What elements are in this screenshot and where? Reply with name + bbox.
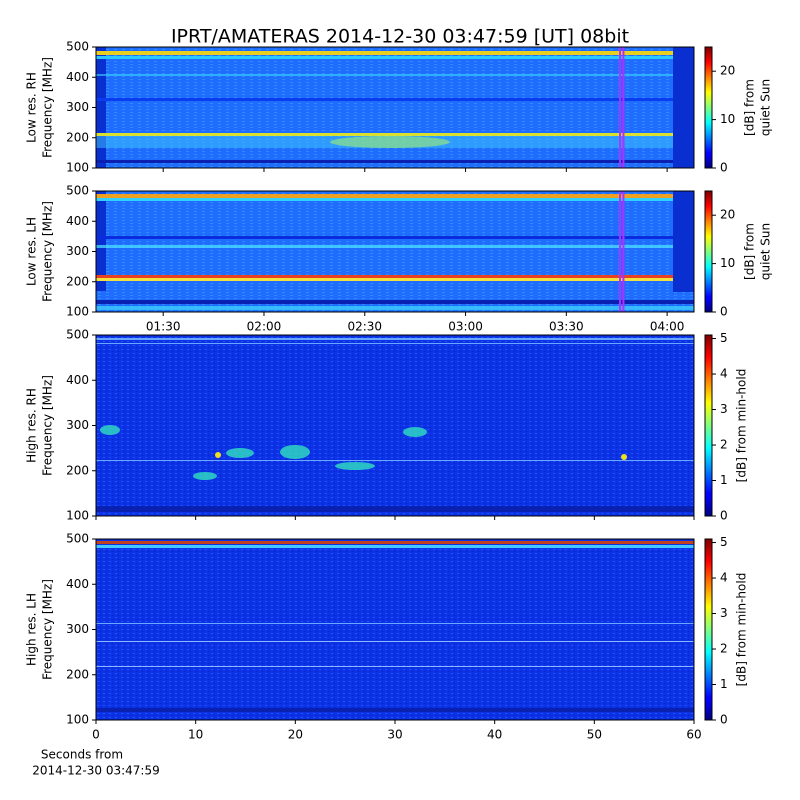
colorbar-tick-label: 1 <box>720 677 728 691</box>
colorbar-label: quiet Sun <box>759 223 773 280</box>
y-tick-label: 200 <box>66 667 89 681</box>
colorbar-tick-label: 2 <box>720 642 728 656</box>
chart-title: IPRT/AMATERAS 2014-12-30 03:47:59 [UT] 0… <box>171 26 629 48</box>
y-tick-label: 200 <box>66 130 89 144</box>
x-tick-label: 03:00 <box>448 320 483 334</box>
x-tick-label: 02:30 <box>347 320 382 334</box>
colorbar-tick-label: 2 <box>720 438 728 452</box>
y-axis-label: Low res. LH <box>25 217 39 286</box>
spectrogram-image <box>96 539 694 720</box>
x-tick-label: 60 <box>686 728 701 742</box>
y-tick-label: 500 <box>66 328 89 342</box>
y-tick-label: 100 <box>66 161 89 175</box>
y-axis-label: Frequency [MHz] <box>41 57 55 158</box>
colorbar <box>704 538 713 721</box>
y-axis-label: Frequency [MHz] <box>41 579 55 680</box>
x-tick-label: 02:00 <box>247 320 282 334</box>
x-axis-label: 2014-12-30 03:47:59 <box>32 764 159 778</box>
y-axis-label: High res. RH <box>25 388 39 463</box>
colorbar-tick-label: 0 <box>720 509 728 523</box>
colorbar-tick-label: 10 <box>720 256 735 270</box>
colorbar <box>704 46 713 169</box>
y-tick-label: 100 <box>66 509 89 523</box>
colorbar-tick-label: 0 <box>720 713 728 727</box>
colorbar-tick-label: 5 <box>720 331 728 345</box>
y-tick-label: 500 <box>66 532 89 546</box>
colorbar-tick-label: 3 <box>720 402 728 416</box>
x-tick-label: 01:30 <box>146 320 181 334</box>
y-tick-label: 200 <box>66 274 89 288</box>
colorbar-tick-label: 20 <box>720 64 735 78</box>
y-tick-label: 500 <box>66 40 89 54</box>
y-tick-label: 300 <box>66 244 89 258</box>
x-tick-label: 50 <box>587 728 602 742</box>
x-tick-label: 04:00 <box>650 320 685 334</box>
colorbar <box>704 334 713 517</box>
x-tick-label: 40 <box>487 728 502 742</box>
y-tick-label: 400 <box>66 214 89 228</box>
x-tick-label: 30 <box>387 728 402 742</box>
x-tick-label: 10 <box>188 728 203 742</box>
spectrogram-image <box>96 191 694 312</box>
colorbar-tick-label: 4 <box>720 367 728 381</box>
colorbar-tick-label: 10 <box>720 112 735 126</box>
y-tick-label: 200 <box>66 463 89 477</box>
y-tick-label: 300 <box>66 418 89 432</box>
y-tick-label: 400 <box>66 373 89 387</box>
y-tick-label: 300 <box>66 100 89 114</box>
colorbar-label: [dB] from <box>743 79 757 136</box>
colorbar-tick-label: 1 <box>720 473 728 487</box>
colorbar <box>704 190 713 313</box>
colorbar-label: [dB] from <box>743 223 757 280</box>
y-tick-label: 400 <box>66 577 89 591</box>
y-axis-label: Frequency [MHz] <box>41 375 55 476</box>
colorbar-tick-label: 4 <box>720 571 728 585</box>
colorbar-tick-label: 3 <box>720 606 728 620</box>
y-axis-label: Frequency [MHz] <box>41 201 55 302</box>
colorbar-tick-label: 5 <box>720 535 728 549</box>
y-tick-label: 300 <box>66 622 89 636</box>
x-tick-label: 0 <box>92 728 100 742</box>
colorbar-tick-label: 0 <box>720 161 728 175</box>
x-tick-label: 20 <box>288 728 303 742</box>
y-tick-label: 100 <box>66 305 89 319</box>
x-axis-label: Seconds from <box>41 748 123 762</box>
colorbar-label: [dB] from min-hold <box>735 369 749 483</box>
spectrogram-image <box>96 335 694 516</box>
colorbar-tick-label: 0 <box>720 305 728 319</box>
spectrogram-image <box>96 47 694 168</box>
y-axis-label: Low res. RH <box>25 72 39 143</box>
y-tick-label: 400 <box>66 70 89 84</box>
y-tick-label: 500 <box>66 184 89 198</box>
colorbar-label: quiet Sun <box>759 79 773 136</box>
colorbar-tick-label: 20 <box>720 208 735 222</box>
x-tick-label: 03:30 <box>549 320 584 334</box>
y-axis-label: High res. LH <box>25 593 39 666</box>
y-tick-label: 100 <box>66 713 89 727</box>
colorbar-label: [dB] from min-hold <box>735 573 749 687</box>
